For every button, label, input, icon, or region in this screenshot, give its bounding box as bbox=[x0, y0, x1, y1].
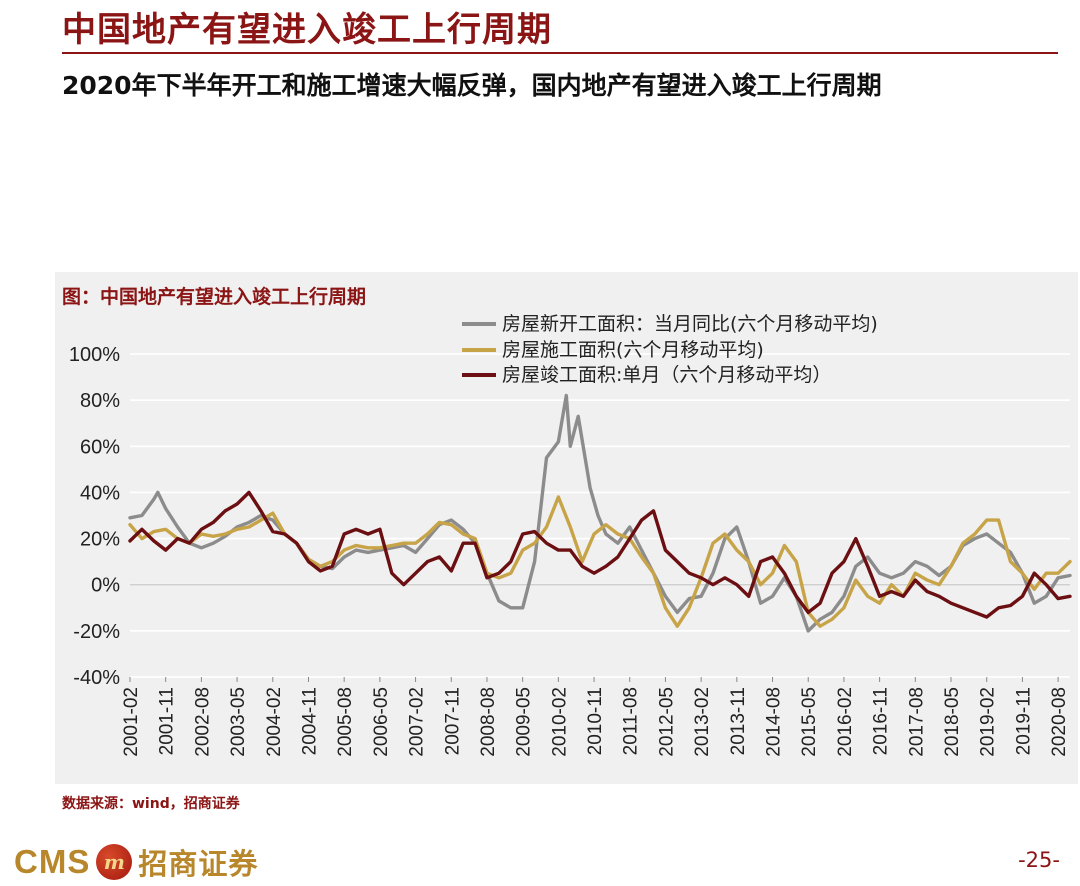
y-tick-label: 20% bbox=[80, 529, 120, 551]
x-tick-label: 2020-08 bbox=[1049, 687, 1070, 757]
page-number: -25- bbox=[1018, 848, 1060, 872]
logo-chinese-name: 招商证券 bbox=[138, 847, 259, 881]
chart-title: 图：中国地产有望进入竣工上行周期 bbox=[62, 286, 367, 308]
x-tick-label: 2007-02 bbox=[407, 687, 428, 757]
y-tick-label: -20% bbox=[73, 621, 120, 643]
legend-label-0: 房屋新开工面积：当月同比(六个月移动平均) bbox=[502, 313, 878, 335]
x-tick-label: 2012-05 bbox=[656, 687, 677, 757]
x-tick-label: 2001-02 bbox=[121, 687, 142, 757]
line-chart: -40% -20% 0% 20% 40% 60% 80% 100% 2001-02 2001-11… bbox=[69, 313, 1072, 757]
x-tick-label: 2010-11 bbox=[585, 687, 606, 755]
page-subtitle: 2020年下半年开工和施工增速大幅反弹，国内地产有望进入竣工上行周期 bbox=[62, 71, 882, 100]
x-tick-label: 2015-05 bbox=[799, 687, 820, 757]
x-tick-label: 2007-11 bbox=[442, 687, 463, 755]
company-logo: CMS m 招商证券 bbox=[14, 838, 258, 886]
series-line-2 bbox=[128, 490, 1072, 619]
x-tick-label: 2013-11 bbox=[728, 687, 749, 755]
x-tick-label: 2013-02 bbox=[692, 687, 713, 757]
x-tick-label: 2004-11 bbox=[299, 687, 320, 755]
x-tick-label: 2001-11 bbox=[157, 687, 178, 755]
y-tick-label: 0% bbox=[91, 575, 120, 597]
x-tick-label: 2003-05 bbox=[228, 687, 249, 757]
x-tick-label: 2004-02 bbox=[264, 687, 285, 757]
x-tick-label: 2018-05 bbox=[942, 687, 963, 757]
logo-cms-text: CMS bbox=[14, 843, 91, 880]
x-tick-label: 2009-05 bbox=[514, 687, 535, 757]
y-tick-label: 80% bbox=[80, 390, 120, 412]
x-tick-label: 2006-05 bbox=[371, 687, 392, 757]
title-divider bbox=[62, 52, 1058, 54]
page-title: 中国地产有望进入竣工上行周期 bbox=[62, 10, 552, 50]
x-tick-label: 2019-02 bbox=[978, 687, 999, 757]
y-tick-label: 60% bbox=[80, 436, 120, 458]
legend-label-2: 房屋竣工面积:单月（六个月移动平均） bbox=[502, 364, 831, 386]
data-source: 数据来源：wind，招商证券 bbox=[62, 796, 240, 812]
legend-label-1: 房屋施工面积(六个月移动平均) bbox=[502, 339, 764, 361]
x-tick-label: 2005-08 bbox=[335, 687, 356, 757]
logo-badge-icon: m bbox=[96, 844, 133, 880]
chart-panel: 图：中国地产有望进入竣工上行周期 -40% -20% 0% 20% 40% 60% 80% 1… bbox=[55, 272, 1078, 784]
y-tick-label: 40% bbox=[80, 482, 120, 504]
y-tick-label: 100% bbox=[69, 344, 120, 366]
x-tick-label: 2008-08 bbox=[478, 687, 499, 757]
x-tick-label: 2011-08 bbox=[621, 687, 642, 755]
x-tick-label: 2019-11 bbox=[1013, 687, 1034, 755]
x-tick-label: 2016-11 bbox=[871, 687, 892, 755]
x-tick-label: 2016-02 bbox=[835, 687, 856, 757]
x-tick-label: 2017-08 bbox=[906, 687, 927, 757]
x-tick-label: 2014-08 bbox=[764, 687, 785, 757]
x-tick-label: 2002-08 bbox=[192, 687, 213, 757]
x-tick-label: 2010-02 bbox=[549, 687, 570, 757]
y-tick-label: -40% bbox=[73, 667, 120, 689]
